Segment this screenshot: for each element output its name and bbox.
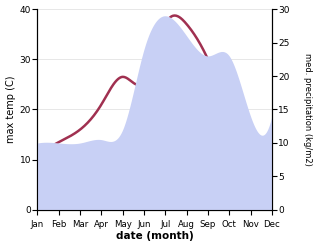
X-axis label: date (month): date (month) [116,231,194,242]
Y-axis label: max temp (C): max temp (C) [5,76,16,143]
Y-axis label: med. precipitation (kg/m2): med. precipitation (kg/m2) [303,53,313,166]
